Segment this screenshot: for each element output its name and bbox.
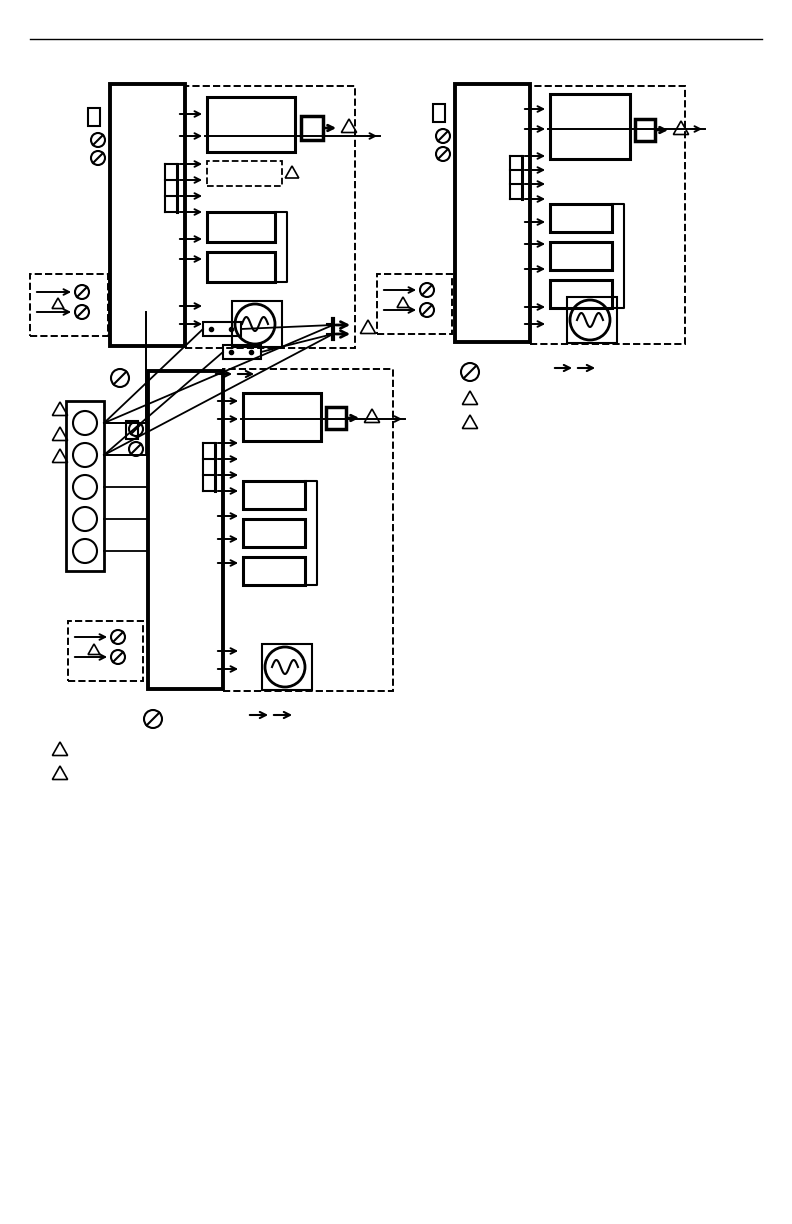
Bar	[550, 242, 612, 271]
Bar	[223, 368, 393, 692]
Bar	[66, 401, 104, 572]
Bar	[455, 84, 530, 341]
Bar	[550, 94, 630, 159]
Bar	[550, 204, 612, 233]
Bar	[243, 393, 321, 441]
Bar	[635, 119, 655, 141]
Bar	[207, 252, 275, 282]
Bar	[68, 621, 143, 681]
Bar	[223, 345, 261, 359]
Bar	[207, 97, 295, 152]
Bar	[110, 84, 185, 346]
Bar	[148, 371, 223, 689]
Bar	[126, 421, 138, 439]
Bar	[262, 644, 312, 690]
Bar	[243, 519, 305, 547]
Bar	[377, 274, 452, 334]
Bar	[30, 274, 108, 337]
Bar	[433, 104, 445, 122]
Bar	[550, 280, 612, 308]
Bar	[185, 86, 355, 348]
Bar	[243, 557, 305, 585]
Bar	[207, 212, 275, 242]
Bar	[203, 322, 241, 337]
Bar	[232, 301, 282, 346]
Bar	[243, 481, 305, 509]
Bar	[88, 108, 100, 126]
Bar	[207, 162, 282, 186]
Bar	[301, 116, 323, 140]
Bar	[326, 408, 346, 428]
Bar	[530, 86, 685, 344]
Bar	[567, 297, 617, 343]
